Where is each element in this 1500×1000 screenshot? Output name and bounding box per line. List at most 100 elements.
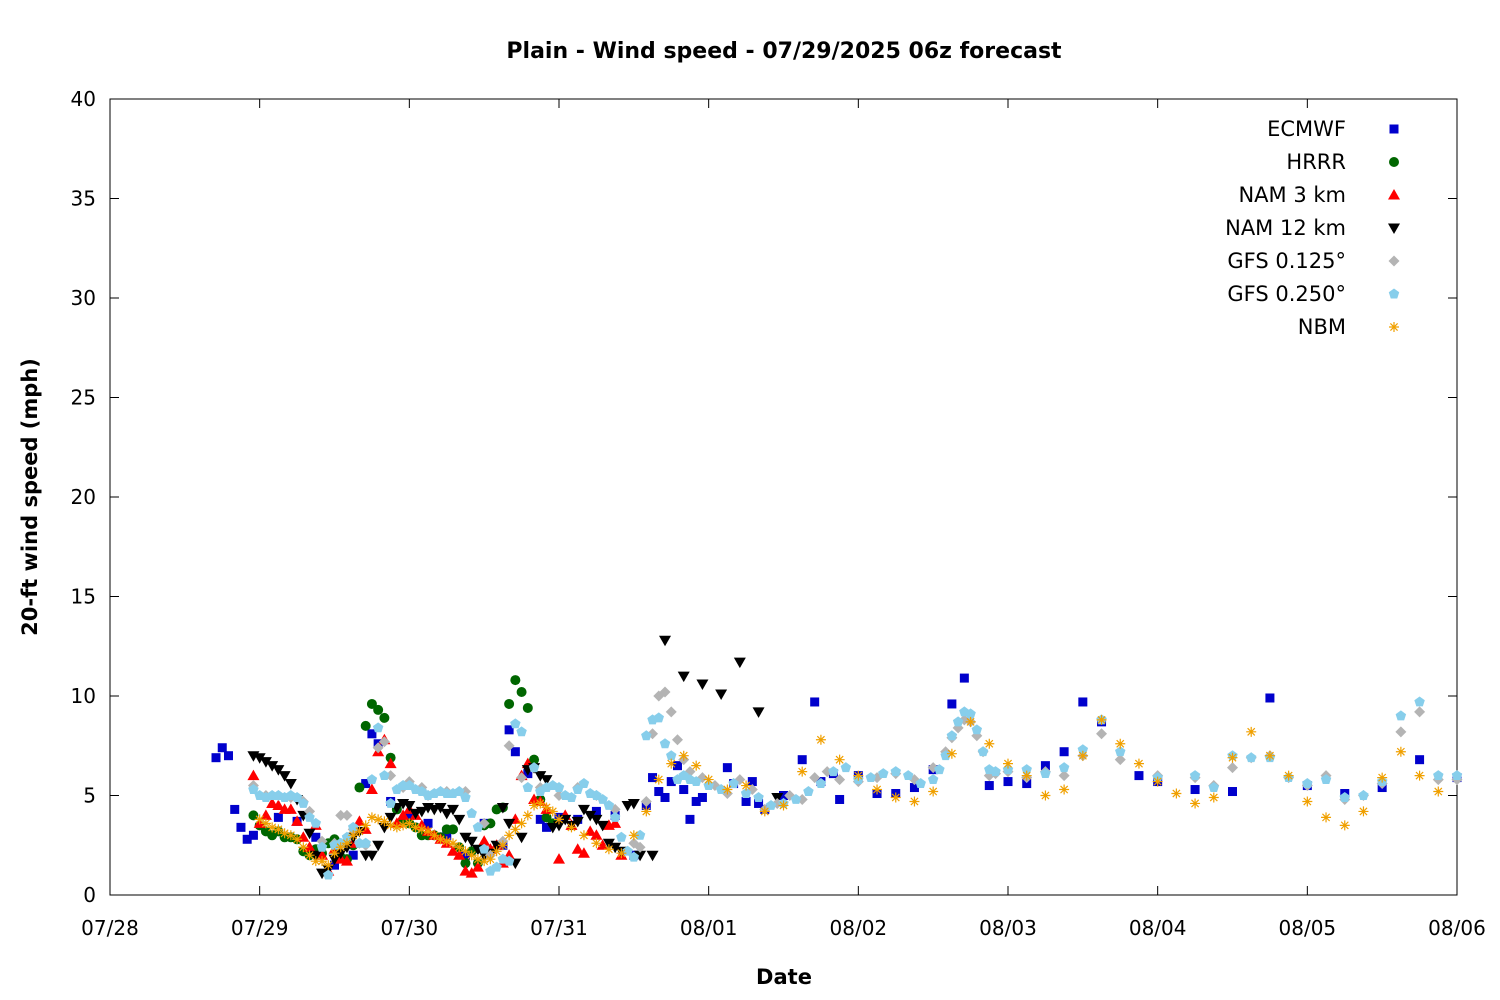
data-point xyxy=(1302,796,1313,807)
data-point xyxy=(504,830,515,841)
data-point xyxy=(1059,747,1069,757)
data-point xyxy=(653,712,665,723)
data-point xyxy=(361,779,371,789)
data-point xyxy=(379,816,390,827)
x-tick-label: 08/04 xyxy=(1129,916,1187,940)
data-point xyxy=(516,726,527,737)
data-point xyxy=(803,786,814,796)
legend-marker xyxy=(1388,288,1400,299)
data-point xyxy=(909,783,919,793)
data-point xyxy=(628,830,639,841)
data-point xyxy=(435,834,446,845)
data-point xyxy=(415,806,428,818)
data-point xyxy=(284,803,297,814)
data-point xyxy=(316,849,329,860)
data-point xyxy=(765,799,777,810)
data-point xyxy=(354,782,365,793)
data-point xyxy=(404,810,414,820)
data-point xyxy=(878,768,889,779)
data-point xyxy=(559,814,572,826)
data-point xyxy=(354,826,365,837)
data-point xyxy=(503,740,515,752)
data-point xyxy=(759,806,770,817)
data-point xyxy=(260,818,271,829)
data-point xyxy=(292,834,303,845)
data-point xyxy=(236,822,246,832)
data-point xyxy=(247,769,260,781)
data-point xyxy=(478,843,490,854)
data-point xyxy=(460,846,471,857)
data-point xyxy=(385,797,396,808)
data-point xyxy=(529,754,540,765)
data-point xyxy=(353,815,366,826)
data-point xyxy=(1395,746,1406,757)
legend: ECMWF HRRR NAM 3 km NAM 12 km GFS 0.125° GFS … xyxy=(1225,117,1400,339)
data-point xyxy=(272,765,285,776)
data-point xyxy=(466,807,477,818)
data-point xyxy=(641,806,652,817)
data-point xyxy=(571,843,584,854)
data-point xyxy=(1078,697,1088,707)
data-point xyxy=(1377,772,1388,783)
data-point xyxy=(291,791,303,802)
data-point xyxy=(1451,770,1463,781)
x-tick-label: 08/06 xyxy=(1428,916,1486,940)
data-point xyxy=(323,869,334,880)
data-point xyxy=(496,802,509,814)
data-point xyxy=(1414,770,1425,781)
data-point xyxy=(485,818,496,829)
legend-marker xyxy=(1389,322,1399,332)
data-point xyxy=(715,689,728,701)
data-point xyxy=(690,776,702,787)
data-point xyxy=(372,722,384,733)
data-point xyxy=(329,848,340,859)
data-point xyxy=(248,830,258,840)
data-point xyxy=(872,784,883,795)
data-point xyxy=(1228,787,1237,797)
data-point xyxy=(304,811,315,822)
data-point xyxy=(454,842,465,853)
data-point xyxy=(840,762,852,773)
data-point xyxy=(1395,726,1407,738)
data-point xyxy=(677,671,690,683)
data-point xyxy=(779,791,788,800)
data-point xyxy=(528,762,540,773)
data-point xyxy=(442,830,452,840)
data-point xyxy=(372,840,385,852)
data-point xyxy=(809,772,821,784)
y-tick-label: 20 xyxy=(71,485,96,509)
data-point xyxy=(472,821,484,832)
data-point xyxy=(1058,770,1070,782)
data-point xyxy=(1077,744,1089,755)
data-point xyxy=(753,791,764,802)
data-point xyxy=(348,830,359,841)
data-point xyxy=(472,854,483,865)
data-point xyxy=(316,868,329,880)
data-point xyxy=(797,766,808,777)
data-point xyxy=(446,804,459,816)
data-point xyxy=(584,825,597,836)
data-point xyxy=(596,820,609,832)
data-point xyxy=(747,777,757,787)
data-point xyxy=(835,794,845,804)
data-point xyxy=(360,837,371,848)
data-point xyxy=(522,810,533,821)
data-point xyxy=(1003,758,1013,769)
data-point xyxy=(334,848,347,860)
data-point xyxy=(491,846,502,857)
data-point xyxy=(503,855,515,866)
data-point xyxy=(1059,784,1070,795)
data-point xyxy=(740,788,752,798)
data-point xyxy=(790,793,802,804)
series-nbm xyxy=(254,714,1444,871)
data-point xyxy=(940,750,951,761)
data-point xyxy=(429,830,440,841)
data-point xyxy=(627,798,640,810)
data-point xyxy=(471,861,484,872)
data-point xyxy=(965,708,976,719)
data-point xyxy=(741,780,752,791)
data-point xyxy=(666,758,677,769)
data-point xyxy=(1190,785,1200,795)
data-point xyxy=(423,818,433,828)
data-point xyxy=(316,841,328,852)
